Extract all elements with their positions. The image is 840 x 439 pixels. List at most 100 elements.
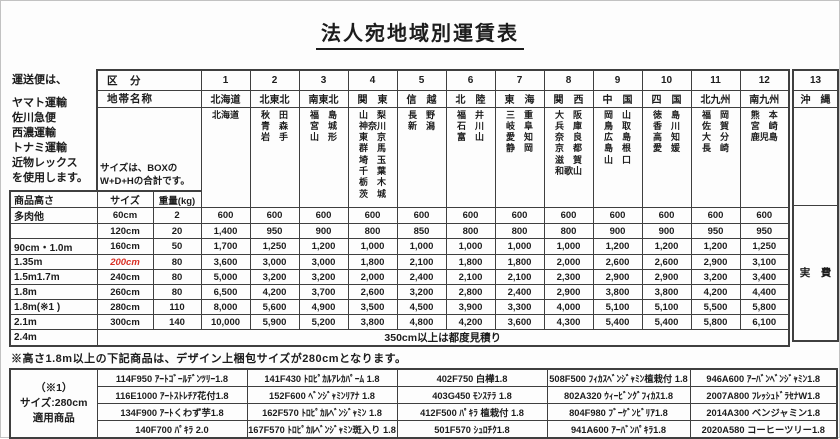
product-item: 141F430 ﾄﾛﾋﾟｶﾙｱﾚｶﾊﾟｰﾑ 1.8 <box>246 368 398 387</box>
rate-cell: 850 <box>396 223 447 239</box>
rate-cell: 2,600 <box>641 254 692 270</box>
rate-cell: 2,400 <box>396 269 447 285</box>
product-item: 114F950 ｱｰﾄｺﾞｰﾙﾃﾞﾝﾂﾘｰ1.8 <box>96 368 248 387</box>
rate-cell: 1,400 <box>200 223 251 239</box>
zone-number: 4 <box>347 69 398 91</box>
rate-cell: 950 <box>690 223 741 239</box>
rate-cell: 4,900 <box>298 299 349 315</box>
row-height-label: 1.8m(※1 ) <box>9 299 98 315</box>
zone-number: 3 <box>298 69 349 91</box>
box-size-note: サイズは、BOXの W+D+Hの合計です。 <box>96 106 202 192</box>
zone-number: 11 <box>690 69 741 91</box>
zone-number: 2 <box>249 69 300 91</box>
rate-cell: 2,000 <box>543 254 594 270</box>
rate-cell: 600 <box>494 207 545 224</box>
zone-name: 北東北 <box>249 89 300 108</box>
rate-cell: 2,800 <box>445 284 496 300</box>
rate-cell: 4,200 <box>690 284 741 300</box>
kubun-header: 区 分 <box>96 69 202 91</box>
rate-cell: 3,000 <box>298 254 349 270</box>
row-size: 160cm <box>96 238 154 255</box>
rate-cell: 2,100 <box>396 254 447 270</box>
zone-name: 南東北 <box>298 89 349 108</box>
rate-cell: 2,400 <box>494 284 545 300</box>
weight-header: 重量(kg) <box>152 190 202 208</box>
rate-cell: 800 <box>494 223 545 239</box>
product-item: 501F570 ｼｭﾛﾁｸ1.8 <box>396 419 548 439</box>
products-label-line: （※1） <box>35 382 73 394</box>
rate-cell: 900 <box>641 223 692 239</box>
zone-prefectures: 長 野新 潟 <box>396 106 447 208</box>
zone-prefectures: 秋 田青 森岩 手 <box>249 106 300 208</box>
rate-cell: 600 <box>347 207 398 224</box>
rate-cell: 1,000 <box>445 238 496 255</box>
row-size: 280cm <box>96 299 154 315</box>
row-weight: 80 <box>152 284 202 300</box>
zone-name: 信 越 <box>396 89 447 108</box>
product-item: 2007A800 ﾌﾚｯｼｭﾄﾞﾗｾﾅW1.8 <box>689 385 838 404</box>
rate-cell: 1,250 <box>739 238 790 255</box>
rate-cell: 1,200 <box>592 238 643 255</box>
rate-cell: 5,800 <box>739 299 790 315</box>
estimate-note: 350cm以上は都度見積り <box>96 329 790 347</box>
row-height-label: 2.4m <box>9 329 98 347</box>
rate-cell: 3,200 <box>396 284 447 300</box>
rate-cell: 600 <box>641 207 692 224</box>
rate-cell: 3,800 <box>347 314 398 330</box>
carrier-note-line: 近物レックス <box>12 157 78 169</box>
rate-cell: 5,100 <box>641 299 692 315</box>
rate-cell: 5,900 <box>249 314 300 330</box>
rate-cell: 600 <box>200 207 251 224</box>
rate-cell: 5,200 <box>298 314 349 330</box>
zone-prefectures: 大 阪兵 庫奈 良京 都滋 賀和歌山 <box>543 106 594 208</box>
row-height-label: 2.1m <box>9 314 98 330</box>
rate-cell: 1,250 <box>249 238 300 255</box>
product-item: 140F700 ﾊﾟｷﾗ 2.0 <box>96 419 248 439</box>
rate-cell: 600 <box>396 207 447 224</box>
rate-cell: 800 <box>445 223 496 239</box>
rate-cell: 4,400 <box>739 284 790 300</box>
zone-prefectures: 北海道 <box>200 106 251 208</box>
rate-cell: 800 <box>347 223 398 239</box>
zone-name: 関 東 <box>347 89 398 108</box>
rate-cell: 2,100 <box>494 269 545 285</box>
row-size: 200cm <box>96 254 154 270</box>
zone-number: 6 <box>445 69 496 91</box>
carrier-note-line: 西濃運輸 <box>12 127 56 139</box>
row-size: 260cm <box>96 284 154 300</box>
rate-cell: 600 <box>445 207 496 224</box>
rate-cell: 5,400 <box>592 314 643 330</box>
zone-number: 5 <box>396 69 447 91</box>
rate-cell: 4,000 <box>543 299 594 315</box>
carrier-note-line: 佐川急便 <box>12 112 56 124</box>
rate-cell: 3,600 <box>200 254 251 270</box>
rate-cell: 950 <box>739 223 790 239</box>
zone-number: 7 <box>494 69 545 91</box>
rate-cell: 900 <box>592 223 643 239</box>
rate-cell: 3,500 <box>347 299 398 315</box>
zone-prefectures: 福 岡佐 賀大 分長 崎 <box>690 106 741 208</box>
rate-cell: 900 <box>298 223 349 239</box>
rate-cell: 3,900 <box>445 299 496 315</box>
products-label: （※1） サイズ:280cm 適用商品 <box>9 368 98 439</box>
zone-name: 関 西 <box>543 89 594 108</box>
row-weight: 2 <box>152 207 202 224</box>
product-item: 116E1000 ｱｰﾄｽﾄﾚﾁｱ花付1.8 <box>96 385 248 404</box>
rate-cell: 3,000 <box>249 254 300 270</box>
rate-cell: 2,900 <box>543 284 594 300</box>
rate-cell: 1,800 <box>347 254 398 270</box>
row-size: 300cm <box>96 314 154 330</box>
rate-cell: 2,600 <box>347 284 398 300</box>
rate-cell: 2,900 <box>690 254 741 270</box>
zone-name: 四 国 <box>641 89 692 108</box>
product-item: 2014A300 ベンジャミン1.8 <box>689 402 838 421</box>
carrier-note-line: トナミ運輸 <box>12 142 67 154</box>
zone-name: 北海道 <box>200 89 251 108</box>
rate-cell: 10,000 <box>200 314 251 330</box>
rate-cell: 3,700 <box>298 284 349 300</box>
carrier-note-line: ヤマト運輸 <box>12 97 67 109</box>
rate-cell: 950 <box>249 223 300 239</box>
zone-number: 8 <box>543 69 594 91</box>
product-item: 162F570 ﾄﾛﾋﾟｶﾙﾍﾞﾝｼﾞｬﾐﾝ 1.8 <box>246 402 398 421</box>
rate-cell: 600 <box>690 207 741 224</box>
